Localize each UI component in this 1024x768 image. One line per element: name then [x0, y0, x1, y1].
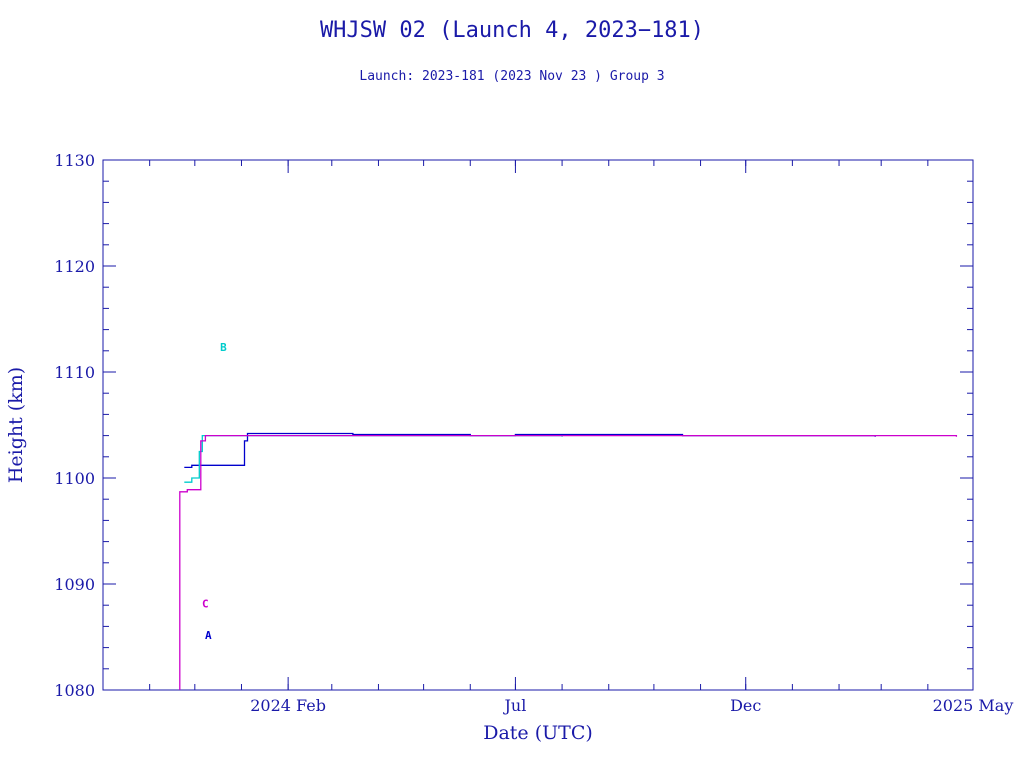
series-lines — [179, 432, 958, 690]
y-tick-label: 1120 — [54, 257, 95, 276]
x-axis-ticks: 2024 Feb Jul Dec 2025 May — [250, 160, 1013, 715]
x-tick-label: Jul — [503, 696, 527, 715]
y-tick-label: 1100 — [54, 469, 95, 488]
series-label-b: B — [220, 341, 227, 354]
chart-title: WHJSW 02 (Launch 4, 2023−181) — [320, 18, 704, 43]
series-label-c: C — [202, 597, 209, 610]
y-tick-label: 1110 — [54, 363, 95, 382]
minor-ticks — [103, 160, 973, 690]
y-axis-ticks: 1080 1090 1100 1110 1120 1130 — [54, 151, 973, 700]
x-tick-label: 2025 May — [933, 696, 1014, 715]
y-tick-label: 1130 — [54, 151, 95, 170]
plot-frame — [102, 159, 974, 691]
series-line-a — [184, 432, 876, 469]
x-tick-label: Dec — [730, 696, 761, 715]
x-tick-label: 2024 Feb — [250, 696, 326, 715]
y-tick-label: 1090 — [54, 575, 95, 594]
series-label-a: A — [205, 629, 212, 642]
series-line-b — [184, 434, 563, 483]
x-axis-label: Date (UTC) — [483, 722, 593, 744]
y-tick-label: 1080 — [54, 681, 95, 700]
y-axis-label: Height (km) — [5, 367, 27, 483]
chart-subtitle: Launch: 2023-181 (2023 Nov 23 ) Group 3 — [359, 69, 664, 84]
series-line-c — [179, 434, 958, 690]
series-labels: A B C — [202, 341, 227, 642]
